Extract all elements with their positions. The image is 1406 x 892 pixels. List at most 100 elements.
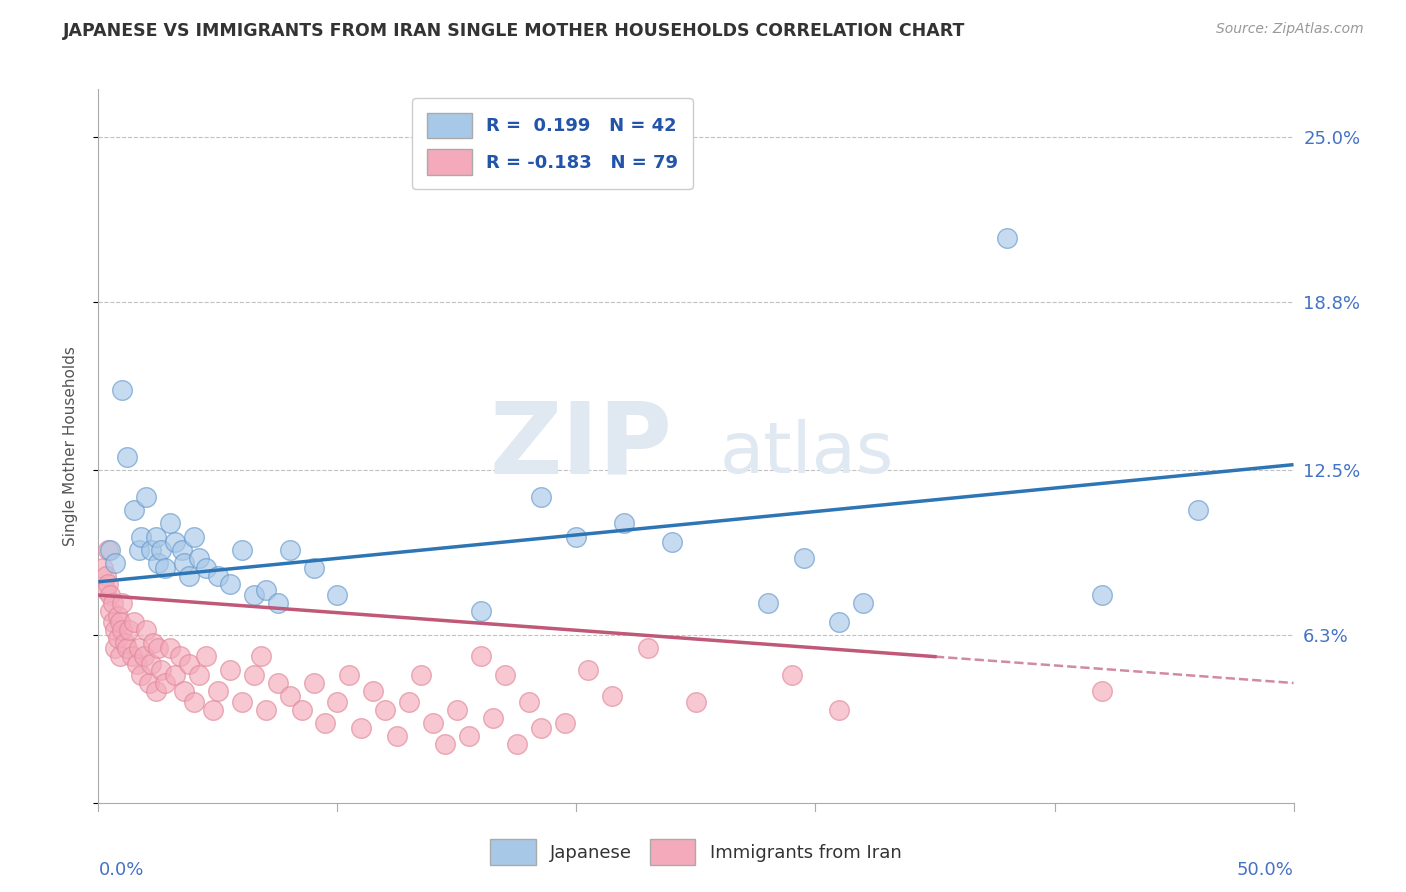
Text: Source: ZipAtlas.com: Source: ZipAtlas.com bbox=[1216, 22, 1364, 37]
Point bbox=[135, 623, 157, 637]
Point bbox=[780, 668, 803, 682]
Point bbox=[756, 596, 779, 610]
Point bbox=[554, 715, 576, 730]
Point bbox=[374, 703, 396, 717]
Point bbox=[231, 542, 253, 557]
Point bbox=[94, 582, 117, 597]
Legend: Japanese, Immigrants from Iran: Japanese, Immigrants from Iran bbox=[484, 832, 908, 872]
Point bbox=[828, 703, 851, 717]
Point bbox=[219, 663, 242, 677]
Point bbox=[267, 596, 290, 610]
Point bbox=[131, 529, 153, 543]
Point bbox=[148, 556, 170, 570]
Point bbox=[326, 588, 349, 602]
Point bbox=[101, 615, 124, 629]
Point bbox=[114, 636, 136, 650]
Point bbox=[135, 490, 157, 504]
Point bbox=[107, 609, 129, 624]
Point bbox=[243, 588, 266, 602]
Point bbox=[115, 641, 138, 656]
Point bbox=[517, 695, 540, 709]
Point bbox=[291, 703, 314, 717]
Point bbox=[111, 623, 134, 637]
Point bbox=[302, 561, 325, 575]
Point bbox=[104, 556, 127, 570]
Point bbox=[163, 668, 186, 682]
Point bbox=[179, 657, 201, 672]
Point bbox=[578, 663, 600, 677]
Y-axis label: Single Mother Households: Single Mother Households bbox=[63, 346, 77, 546]
Point bbox=[470, 604, 492, 618]
Point bbox=[132, 649, 155, 664]
Point bbox=[219, 577, 242, 591]
Point bbox=[187, 550, 209, 565]
Point bbox=[250, 649, 273, 664]
Point bbox=[315, 715, 337, 730]
Point bbox=[128, 641, 150, 656]
Point bbox=[128, 542, 150, 557]
Text: JAPANESE VS IMMIGRANTS FROM IRAN SINGLE MOTHER HOUSEHOLDS CORRELATION CHART: JAPANESE VS IMMIGRANTS FROM IRAN SINGLE … bbox=[63, 22, 966, 40]
Point bbox=[125, 657, 148, 672]
Point bbox=[101, 596, 124, 610]
Point bbox=[163, 534, 186, 549]
Point bbox=[278, 542, 301, 557]
Point bbox=[481, 710, 505, 724]
Point bbox=[422, 715, 444, 730]
Point bbox=[121, 649, 143, 664]
Point bbox=[107, 631, 129, 645]
Point bbox=[172, 542, 194, 557]
Point bbox=[111, 596, 134, 610]
Point bbox=[98, 604, 122, 618]
Point bbox=[363, 684, 385, 698]
Point bbox=[115, 450, 138, 464]
Point bbox=[98, 588, 122, 602]
Point bbox=[602, 690, 624, 704]
Point bbox=[131, 668, 153, 682]
Point bbox=[98, 542, 122, 557]
Point bbox=[139, 657, 162, 672]
Point bbox=[142, 636, 165, 650]
Point bbox=[104, 623, 127, 637]
Point bbox=[254, 582, 277, 597]
Text: 0.0%: 0.0% bbox=[98, 862, 143, 880]
Point bbox=[104, 641, 127, 656]
Point bbox=[148, 641, 170, 656]
Point bbox=[124, 503, 146, 517]
Point bbox=[243, 668, 266, 682]
Point bbox=[97, 577, 120, 591]
Point bbox=[302, 676, 325, 690]
Point bbox=[530, 490, 553, 504]
Point bbox=[434, 737, 457, 751]
Point bbox=[1091, 588, 1114, 602]
Point bbox=[207, 569, 229, 583]
Point bbox=[145, 529, 167, 543]
Point bbox=[111, 383, 134, 397]
Point bbox=[187, 668, 209, 682]
Point bbox=[149, 663, 172, 677]
Text: 50.0%: 50.0% bbox=[1237, 862, 1294, 880]
Point bbox=[793, 550, 815, 565]
Point bbox=[202, 703, 225, 717]
Point bbox=[138, 676, 160, 690]
Point bbox=[139, 542, 162, 557]
Point bbox=[852, 596, 875, 610]
Point bbox=[118, 623, 141, 637]
Point bbox=[159, 641, 181, 656]
Point bbox=[530, 721, 553, 735]
Point bbox=[470, 649, 492, 664]
Point bbox=[94, 569, 117, 583]
Point bbox=[145, 684, 167, 698]
Point bbox=[637, 641, 659, 656]
Point bbox=[155, 676, 177, 690]
Point bbox=[195, 561, 218, 575]
Point bbox=[995, 231, 1018, 245]
Point bbox=[446, 703, 468, 717]
Point bbox=[173, 556, 195, 570]
Point bbox=[97, 542, 120, 557]
Point bbox=[398, 695, 420, 709]
Point bbox=[661, 534, 683, 549]
Point bbox=[124, 615, 146, 629]
Point bbox=[195, 649, 218, 664]
Point bbox=[149, 542, 172, 557]
Point bbox=[1187, 503, 1209, 517]
